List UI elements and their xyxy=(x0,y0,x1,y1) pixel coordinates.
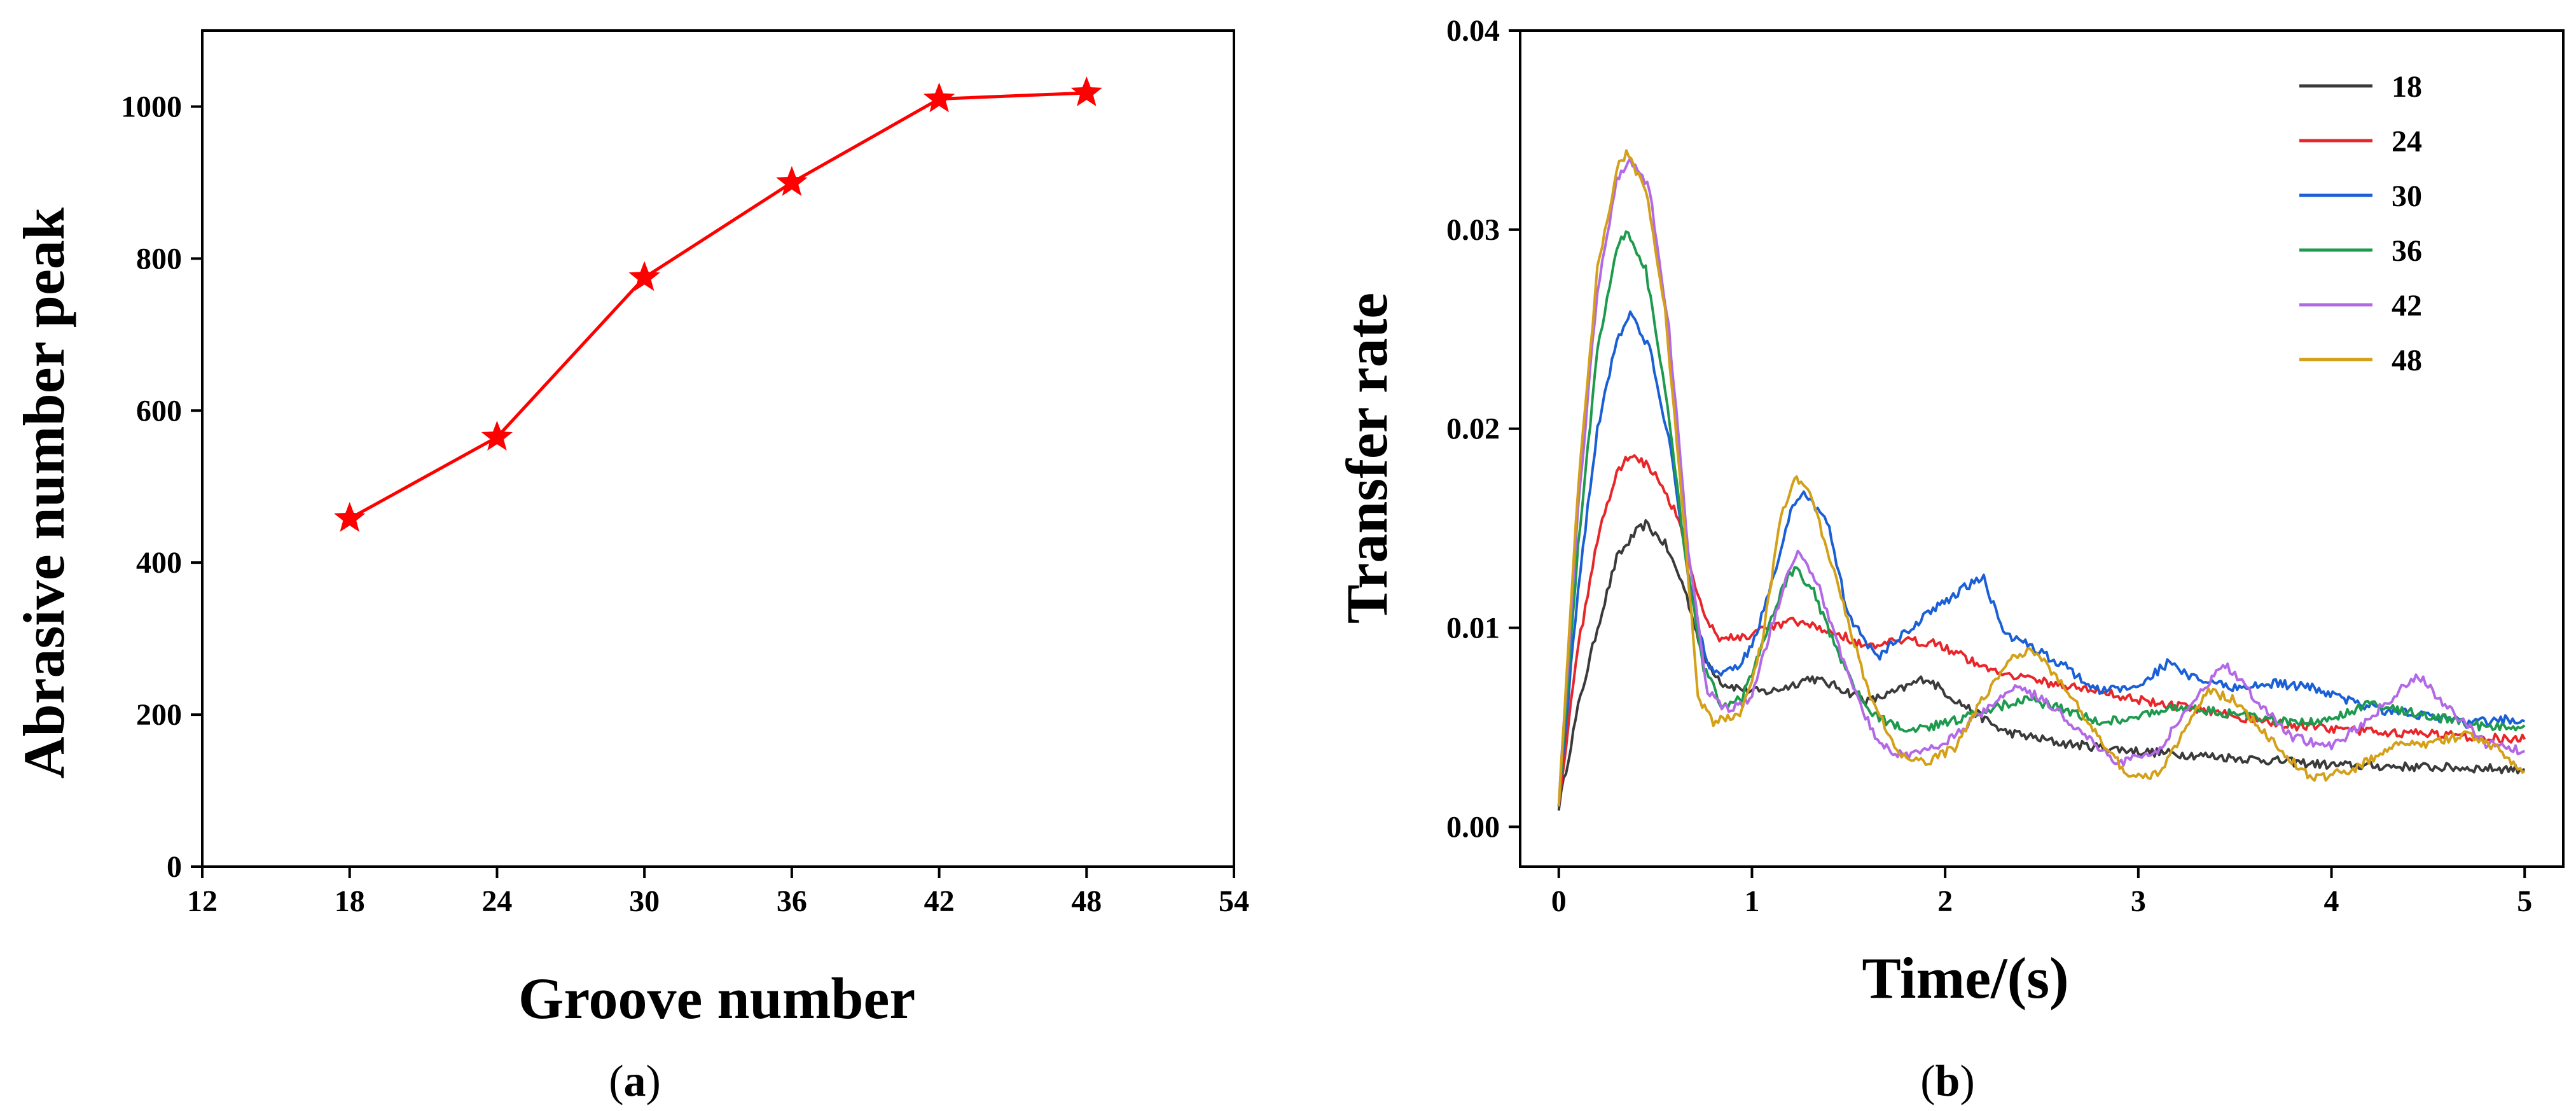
series-line-30 xyxy=(1557,310,2526,807)
panel-a-series xyxy=(334,76,1102,532)
panel-a-caption: (a) xyxy=(609,1057,661,1106)
panel-b-ticks: 0 1 2 3 4 5 0.00 0.01 0.02 0.03 0.04 xyxy=(1446,14,2532,918)
y-tick-label: 0.01 xyxy=(1446,611,1500,645)
panel-b-caption-open: ( xyxy=(1920,1057,1935,1106)
x-tick-label: 4 xyxy=(2324,884,2339,918)
x-tick-label: 5 xyxy=(2517,884,2532,918)
y-tick-label: 400 xyxy=(136,546,182,580)
y-tick-label: 0.03 xyxy=(1446,213,1500,247)
panel-b-plot-frame xyxy=(1519,29,2565,868)
star-marker xyxy=(334,501,366,532)
x-tick-label: 2 xyxy=(1937,884,1953,918)
x-tick-label: 3 xyxy=(2131,884,2146,918)
panel-a-y-axis-label: Abrasive number peak xyxy=(11,207,76,779)
panel-b-caption: (b) xyxy=(1920,1057,1975,1106)
panel-a-caption-letter: a xyxy=(624,1057,646,1106)
x-tick-label: 1 xyxy=(1744,884,1759,918)
panel-b-series xyxy=(1557,149,2526,811)
x-tick-label: 18 xyxy=(335,884,365,918)
panel-a-caption-close: ) xyxy=(646,1057,661,1106)
panel-b-caption-letter: b xyxy=(1935,1057,1960,1106)
y-tick-label: 0.04 xyxy=(1446,14,1500,48)
series-line-48 xyxy=(1557,149,2526,807)
y-tick-label: 600 xyxy=(136,394,182,428)
legend-label: 18 xyxy=(2392,70,2422,104)
series-line-36 xyxy=(1557,230,2526,807)
star-marker xyxy=(481,421,513,451)
x-tick-label: 30 xyxy=(629,884,660,918)
y-tick-label: 0 xyxy=(167,850,182,884)
panel-a-ticks: 12 18 24 30 36 42 48 54 0 200 400 600 800 1000 xyxy=(121,90,1249,918)
y-tick-label: 200 xyxy=(136,698,182,732)
x-tick-label: 54 xyxy=(1219,884,1249,918)
panel-b-legend: 18 24 30 36 42 48 xyxy=(2299,70,2422,377)
panel-b-x-axis-label: Time/(s) xyxy=(1862,946,2068,1010)
x-tick-label: 42 xyxy=(924,884,955,918)
y-tick-label: 800 xyxy=(136,242,182,276)
panel-b-y-axis-label: Transfer rate xyxy=(1334,293,1399,624)
y-tick-label: 1000 xyxy=(121,90,182,123)
legend-label: 42 xyxy=(2392,289,2422,323)
series-line-24 xyxy=(1557,454,2526,807)
star-marker xyxy=(776,165,808,196)
x-tick-label: 48 xyxy=(1071,884,1102,918)
x-tick-label: 36 xyxy=(777,884,807,918)
star-marker xyxy=(1070,76,1102,106)
legend-label: 48 xyxy=(2392,344,2422,377)
panel-a-plot-frame xyxy=(201,29,1235,868)
legend-label: 24 xyxy=(2392,125,2422,158)
star-marker xyxy=(628,261,660,291)
y-tick-label: 0.02 xyxy=(1446,412,1500,446)
series-line xyxy=(349,91,1087,521)
panel-a-caption-open: ( xyxy=(609,1057,623,1106)
x-tick-label: 24 xyxy=(481,884,512,918)
panel-b-caption-close: ) xyxy=(1960,1057,1974,1106)
x-tick-label: 12 xyxy=(187,884,218,918)
series-line-18 xyxy=(1557,519,2526,811)
panel-a-x-axis-label: Groove number xyxy=(518,966,915,1031)
panel-a: 12 18 24 30 36 42 48 54 0 200 400 600 800 1000 Groove… xyxy=(11,29,1249,1106)
y-tick-label: 0.00 xyxy=(1446,810,1500,844)
star-marker xyxy=(923,82,955,113)
x-tick-label: 0 xyxy=(1551,884,1567,918)
series-line-42 xyxy=(1557,157,2525,807)
panel-b: 0 1 2 3 4 50.000.010.020.030.04 182430364248 … xyxy=(1334,14,2565,1106)
legend-label: 30 xyxy=(2392,179,2422,213)
legend-label: 36 xyxy=(2392,234,2422,268)
